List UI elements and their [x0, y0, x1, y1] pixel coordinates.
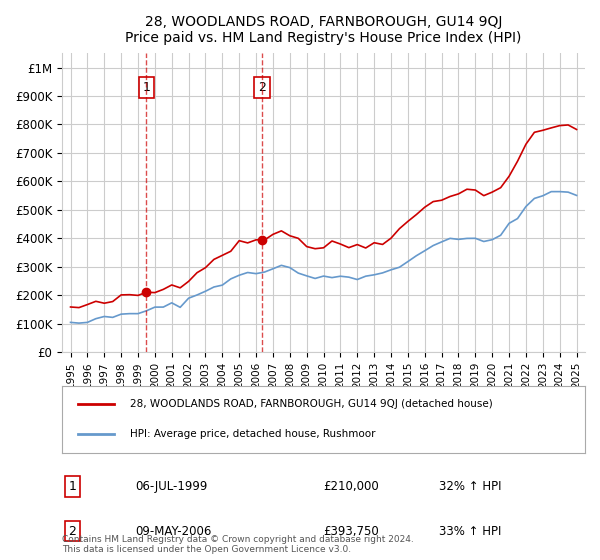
Text: 2: 2: [68, 525, 76, 538]
Text: 1: 1: [142, 81, 151, 94]
Text: £393,750: £393,750: [323, 525, 379, 538]
Text: HPI: Average price, detached house, Rushmoor: HPI: Average price, detached house, Rush…: [130, 429, 376, 439]
Text: Contains HM Land Registry data © Crown copyright and database right 2024.
This d: Contains HM Land Registry data © Crown c…: [62, 535, 414, 554]
Text: 06-JUL-1999: 06-JUL-1999: [136, 480, 208, 493]
Text: 2: 2: [258, 81, 266, 94]
Title: 28, WOODLANDS ROAD, FARNBOROUGH, GU14 9QJ
Price paid vs. HM Land Registry's Hous: 28, WOODLANDS ROAD, FARNBOROUGH, GU14 9Q…: [125, 15, 522, 45]
Text: 09-MAY-2006: 09-MAY-2006: [136, 525, 212, 538]
Text: £210,000: £210,000: [323, 480, 379, 493]
Text: 32% ↑ HPI: 32% ↑ HPI: [439, 480, 501, 493]
Text: 28, WOODLANDS ROAD, FARNBOROUGH, GU14 9QJ (detached house): 28, WOODLANDS ROAD, FARNBOROUGH, GU14 9Q…: [130, 399, 493, 409]
Text: 33% ↑ HPI: 33% ↑ HPI: [439, 525, 501, 538]
Text: 1: 1: [68, 480, 76, 493]
